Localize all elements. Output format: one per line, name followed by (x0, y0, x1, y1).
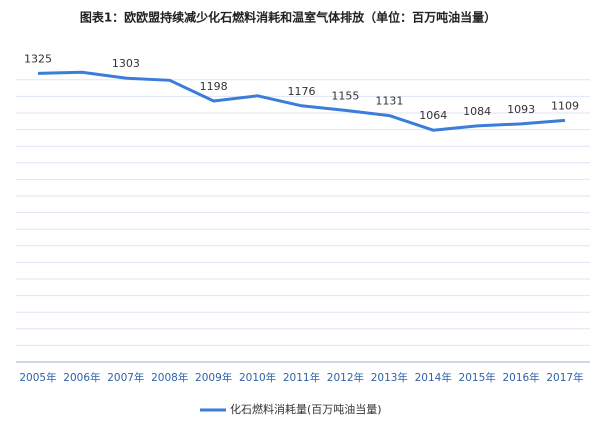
x-tick-label: 2008年 (151, 371, 188, 384)
data-label: 1155 (331, 89, 359, 102)
x-tick-label: 2005年 (19, 371, 56, 384)
x-tick-label: 2012年 (327, 371, 364, 384)
data-label: 1131 (375, 95, 403, 108)
x-tick-label: 2010年 (239, 371, 276, 384)
data-label: 1198 (200, 80, 228, 93)
data-label: 1084 (463, 105, 491, 118)
data-label: 1325 (24, 52, 52, 65)
x-tick-label: 2015年 (459, 371, 496, 384)
legend-label: 化石燃料消耗量(百万吨油当量) (230, 402, 382, 416)
x-tick-label: 2014年 (415, 371, 452, 384)
data-line (37, 70, 566, 132)
data-label: 1303 (112, 57, 140, 70)
x-tick-label: 2011年 (283, 371, 320, 384)
data-label: 1109 (551, 99, 579, 112)
data-label: 1064 (419, 109, 447, 122)
chart-title: 图表1：欧欧盟持续减少化石燃料消耗和温室气体排放（单位：百万吨油当量） (80, 10, 496, 25)
x-tick-label: 2016年 (502, 371, 539, 384)
x-tick-label: 2006年 (63, 371, 100, 384)
x-tick-label: 2009年 (195, 371, 232, 384)
data-label: 1176 (288, 85, 316, 98)
data-label: 1093 (507, 103, 535, 116)
x-tick-label: 2017年 (546, 371, 583, 384)
x-tick-label: 2007年 (107, 371, 144, 384)
x-tick-label: 2013年 (371, 371, 408, 384)
